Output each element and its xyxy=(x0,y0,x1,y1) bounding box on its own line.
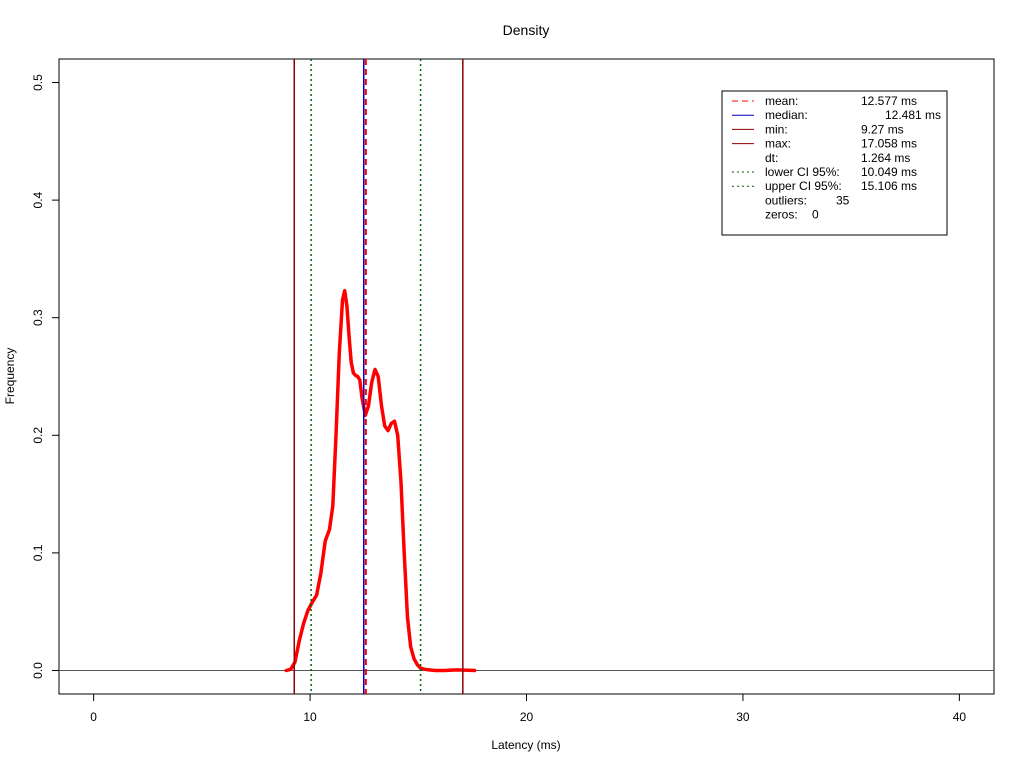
y-tick-label: 0.1 xyxy=(31,544,45,561)
legend-label: lower CI 95%: xyxy=(765,165,840,179)
legend-value: 12.481 ms xyxy=(885,108,941,122)
legend-value: 35 xyxy=(836,193,850,207)
density-curve xyxy=(284,288,477,673)
legend-label: max: xyxy=(765,137,791,151)
x-tick-label: 20 xyxy=(520,710,534,724)
y-tick-label: 0.3 xyxy=(31,309,45,326)
legend-label: min: xyxy=(765,122,788,136)
legend-value: 17.058 ms xyxy=(861,137,917,151)
x-tick-label: 0 xyxy=(90,710,97,724)
legend-box xyxy=(721,90,948,236)
x-axis-title: Latency (ms) xyxy=(491,738,560,752)
plot-area: 0 10 20 30 40 0.0 0.1 0.2 0.3 0.4 0.5 xyxy=(31,58,995,724)
legend-value: 1.264 ms xyxy=(861,151,910,165)
legend-label: dt: xyxy=(765,151,778,165)
legend-value: 10.049 ms xyxy=(861,165,917,179)
legend-label: mean: xyxy=(765,94,798,108)
x-tick-label: 40 xyxy=(953,710,967,724)
chart-title: Density xyxy=(503,22,550,38)
y-axis-title: Frequency xyxy=(3,348,17,405)
legend-value: 12.577 ms xyxy=(861,94,917,108)
legend-value: 15.106 ms xyxy=(861,179,917,193)
legend-label: median: xyxy=(765,108,808,122)
legend-label: zeros: xyxy=(765,208,798,222)
x-tick-label: 10 xyxy=(303,710,317,724)
legend-value: 0 xyxy=(812,208,819,222)
x-tick-label: 30 xyxy=(736,710,750,724)
y-tick-label: 0.5 xyxy=(31,74,45,91)
legend-label: outliers: xyxy=(765,193,807,207)
y-tick-label: 0.0 xyxy=(31,662,45,679)
y-tick-label: 0.2 xyxy=(31,427,45,444)
legend: mean: 12.577 ms median: 12.481 ms min: 9.27 m… xyxy=(721,90,948,236)
legend-label: upper CI 95%: xyxy=(765,179,842,193)
y-tick-label: 0.4 xyxy=(31,191,45,208)
legend-value: 9.27 ms xyxy=(861,122,904,136)
